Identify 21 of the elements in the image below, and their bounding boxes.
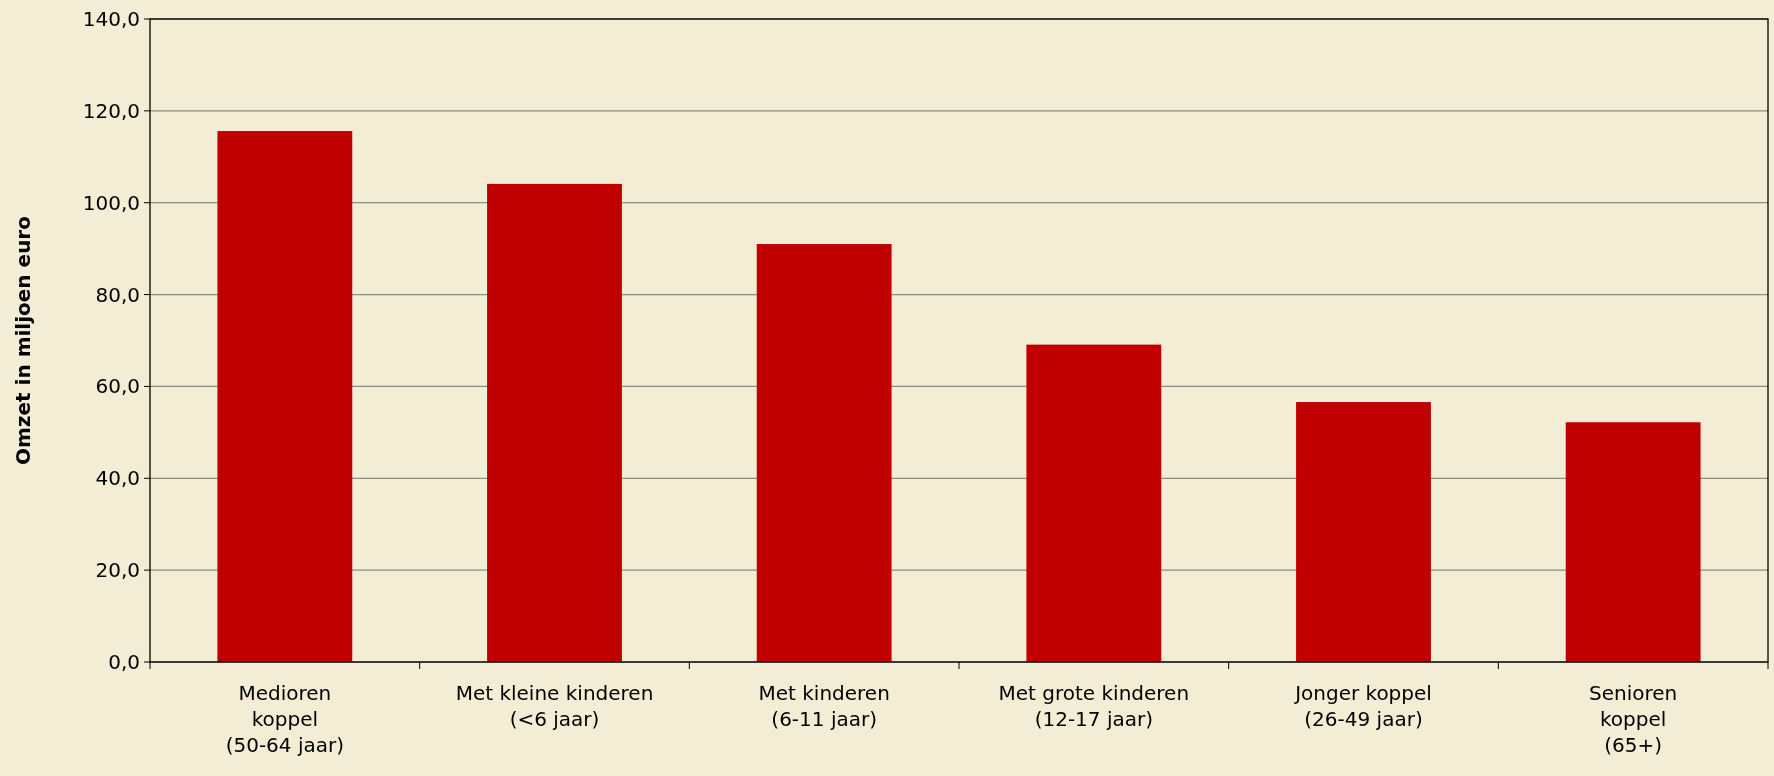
y-tick-label: 60,0	[95, 374, 140, 399]
x-tick-label: Met kinderen (6-11 jaar)	[758, 681, 890, 731]
y-tick-label: 120,0	[82, 98, 140, 123]
bar	[487, 183, 622, 662]
y-tick-label: 100,0	[82, 190, 140, 215]
bar	[756, 244, 892, 662]
y-tick-label: 140,0	[82, 7, 140, 31]
bar	[1026, 344, 1162, 662]
x-tick-label: Met kleine kinderen (<6 jaar)	[455, 681, 654, 731]
y-tick-label: 80,0	[95, 282, 140, 307]
y-tick-label: 0,0	[108, 650, 140, 674]
x-tick-label: Senioren koppel (65+)	[1589, 681, 1678, 757]
bar	[217, 131, 353, 662]
bar	[1565, 422, 1701, 662]
bar	[1296, 402, 1431, 662]
y-tick-label: 20,0	[95, 558, 140, 583]
x-tick-label: Jonger koppel (26-49 jaar)	[1293, 681, 1432, 731]
x-tick-label: Met grote kinderen (12-17 jaar)	[998, 681, 1190, 731]
y-axis-title: Omzet in miljoen euro	[11, 216, 35, 465]
x-tick-label: Medioren koppel (50-64 jaar)	[225, 681, 345, 757]
y-tick-label: 40,0	[95, 466, 140, 491]
